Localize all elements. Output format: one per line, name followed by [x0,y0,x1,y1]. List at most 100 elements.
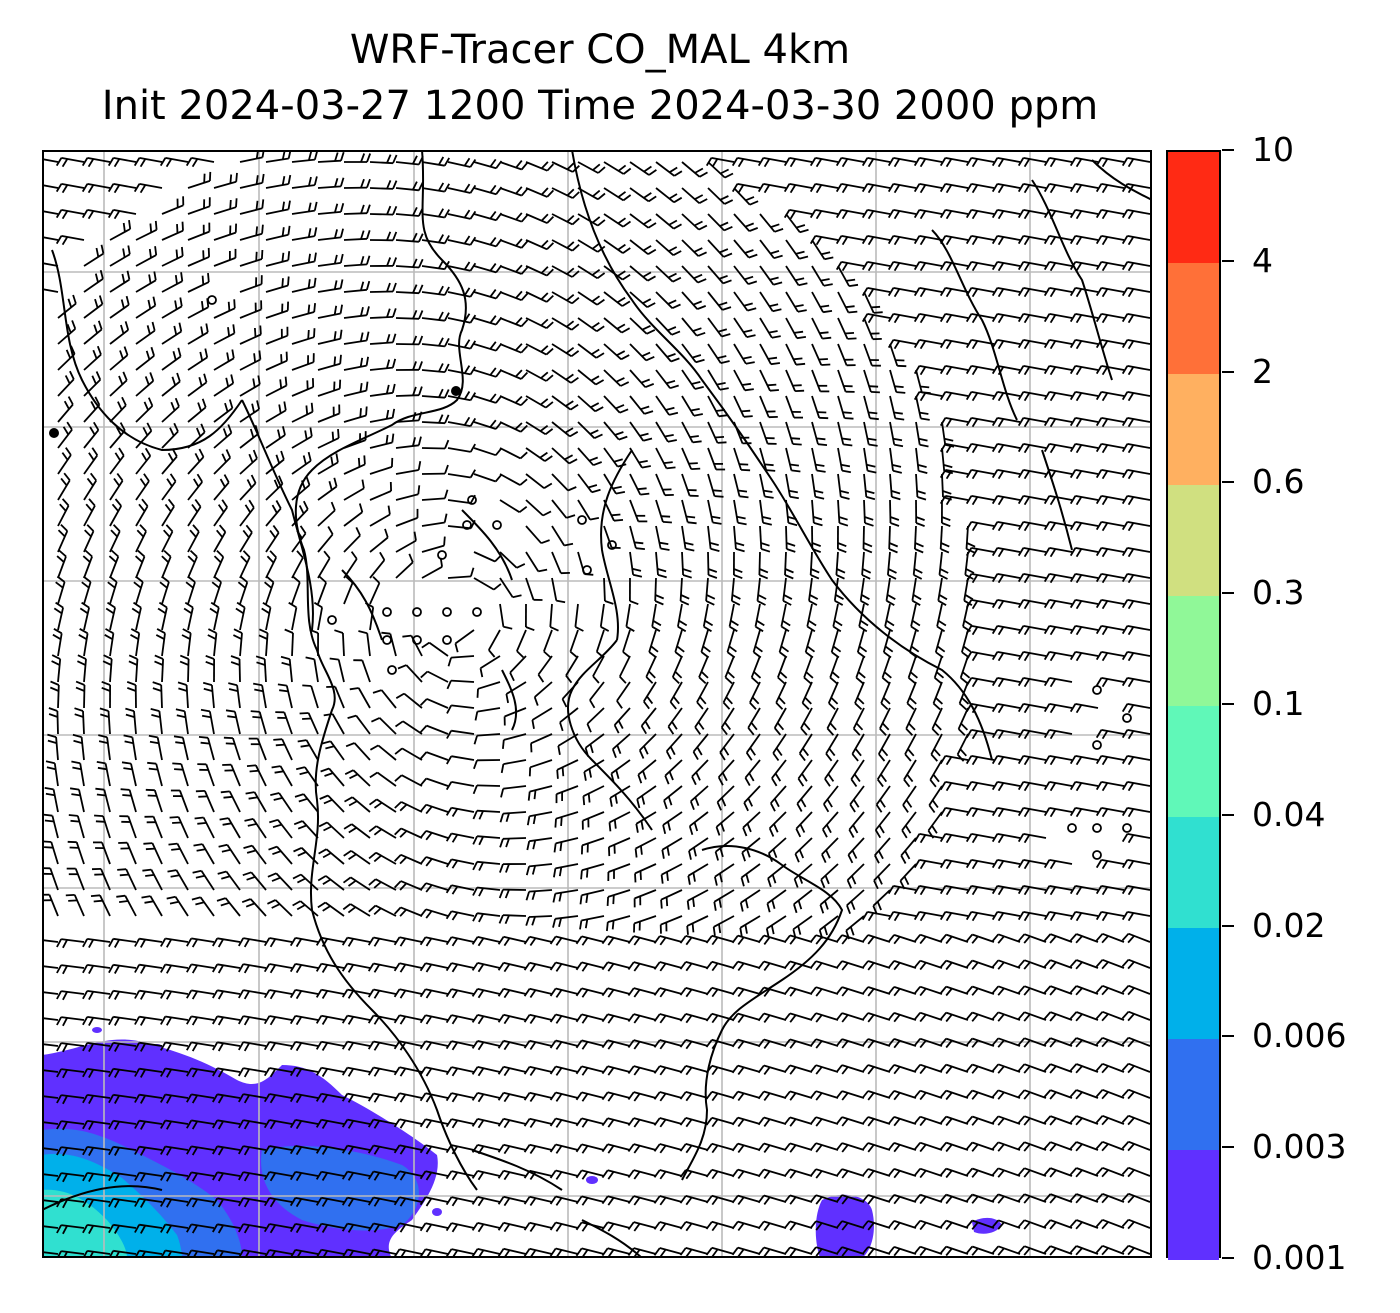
wind-barb-flag [394,827,402,836]
wind-barb [239,581,249,605]
wind-barb-flag [931,728,940,736]
wind-barb-flag [1049,522,1057,532]
wind-barb-flag [419,1014,427,1024]
wind-barb-flag [281,661,291,666]
wind-barb-flag [166,1120,172,1130]
wind-barb-flag [887,934,895,943]
wind-barb-flag [108,1042,114,1052]
wind-barb-flag [887,1116,895,1125]
wind-barb-flag [823,926,828,936]
wind-barb-flag [653,961,661,970]
wind-barb [291,311,315,319]
wind-barb-flag [447,657,452,667]
wind-barb [945,469,969,475]
wind-barb-flag [1023,1117,1031,1126]
wind-barb-flag [88,965,94,975]
wind-barb [329,740,345,761]
wind-barb-flag [264,581,273,589]
wind-barb [529,1039,553,1047]
wind-barb [559,707,579,724]
wind-barb [1101,573,1125,579]
map-panel[interactable] [42,150,1152,1258]
wind-barb [1049,573,1073,579]
wind-barb-flag [777,676,786,685]
wind-barb [997,521,1021,527]
wind-barb [150,869,163,891]
wind-barb-flag [489,263,497,272]
wind-barb-flag [835,1168,843,1177]
wind-barb-flag [413,531,417,541]
wind-barb-flag [56,555,65,563]
wind-barb-flag [997,1143,1005,1152]
wind-barb-flag [56,1016,62,1026]
wind-barb [1101,443,1125,449]
wind-barb [369,441,393,449]
wind-barb-flag [321,1042,329,1051]
wind-barb-flag [939,1012,947,1021]
wind-barb-flag [601,961,609,971]
wind-barb-flag [321,1146,329,1155]
wind-barb-flag [662,521,672,524]
wind-barb [135,633,141,657]
wind-barb-flag [280,450,285,460]
wind-barb-flag [723,747,730,756]
wind-barb [841,235,865,241]
wind-barb-flag [943,470,954,475]
wind-barb-flag [111,503,119,512]
wind-barb-flag [238,1145,245,1155]
wind-barb-flag [783,1064,791,1074]
wind-barb-flag [965,985,973,994]
wind-barb-flag [773,798,780,808]
wind-barb-flag [693,822,699,832]
wind-barb-flag [945,1013,953,1023]
wind-barb-flag [232,324,236,334]
wind-barb-flag [581,937,589,946]
wind-barb-flag [1075,626,1083,636]
wind-barb-flag [243,1068,250,1078]
wind-barb-flag [233,628,243,634]
wind-barb-flag [217,1146,224,1156]
wind-barb [718,759,735,778]
wind-barb-flag [1023,652,1031,662]
wind-barb [187,256,210,267]
wind-barb-flag [809,934,817,943]
wind-barb [451,781,475,787]
wind-barb-flag [124,321,130,331]
wind-barb [655,161,675,177]
wind-barb [740,863,761,879]
wind-barb-flag [471,1014,479,1023]
wind-barb-flag [592,189,601,197]
wind-barb-flag [796,803,803,812]
wind-barb-flag [243,1094,250,1104]
coastline [501,669,518,731]
wind-barb [1075,521,1099,527]
wind-barb [161,556,172,579]
wind-barb [57,581,66,605]
wind-barb-flag [997,340,1005,350]
wind-barb-flag [741,852,746,862]
wind-barb-flag [991,729,999,739]
wind-barb-flag [412,361,417,371]
wind-barb [317,185,341,189]
wind-barb [249,898,267,917]
wind-barb-flag [861,235,869,245]
wind-barb-flag [1069,1115,1078,1124]
wind-barb [499,447,521,460]
wind-barb-flag [169,816,179,819]
wind-barb-flag [643,218,652,225]
wind-barb [815,183,839,189]
wind-barb-flag [249,428,255,438]
wind-barb-flag [633,1171,641,1180]
wind-barb-flag [166,990,172,1000]
wind-barb-flag [91,447,99,456]
wind-barb [997,573,1021,579]
wind-barb-flag [934,677,943,685]
wind-barb-flag [533,790,537,800]
wind-barb-flag [893,962,901,971]
wind-barb-flag [991,235,999,245]
wind-barb-flag [893,936,901,945]
wind-barb-flag [798,874,804,884]
wind-barb-flag [445,1144,453,1154]
wind-barb-flag [194,498,202,508]
wind-barb [707,499,714,523]
